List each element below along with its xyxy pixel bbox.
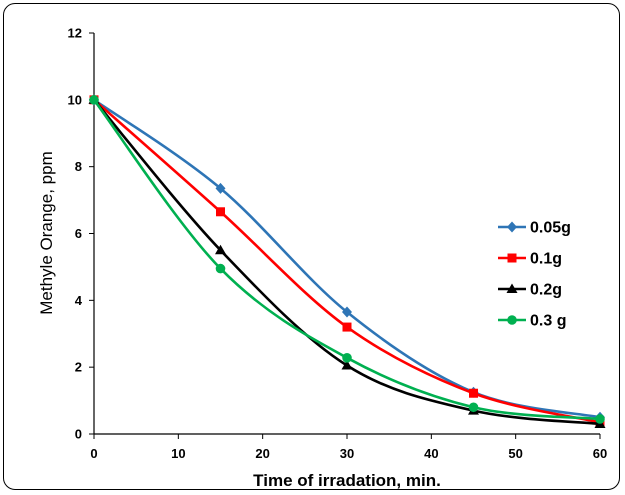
legend-item: 0.2g [498, 282, 562, 299]
y-tick-label: 4 [75, 293, 83, 308]
y-axis-title: Methyle Orange, ppm [37, 151, 56, 314]
legend-label: 0.2g [530, 282, 562, 299]
legend-item: 0.05g [498, 220, 571, 237]
series-4 [89, 95, 605, 424]
series-line [92, 99, 601, 421]
series-layer [88, 94, 606, 428]
chart-frame [3, 3, 620, 490]
legend-item: 0.3 g [498, 313, 566, 330]
axes: 0 2 4 6 8 10 12 0 10 20 30 40 50 60 [68, 26, 608, 462]
data-point [342, 322, 352, 332]
data-point [216, 207, 225, 217]
legend-marker [506, 283, 518, 293]
y-tick-label: 6 [75, 226, 82, 241]
data-point [341, 359, 353, 370]
data-point [468, 402, 479, 413]
legend-marker [507, 253, 517, 263]
x-tick-label: 20 [255, 446, 269, 461]
x-tick-label: 10 [171, 446, 185, 461]
data-point [215, 244, 226, 255]
series-line [93, 98, 601, 424]
y-tick-label: 8 [75, 159, 82, 174]
x-tick-label: 0 [90, 446, 97, 461]
y-tick-label: 10 [68, 92, 82, 107]
legend-label: 0.3 g [530, 313, 566, 330]
x-tick-label: 50 [508, 446, 522, 461]
y-tick-label: 12 [68, 26, 82, 41]
data-point [342, 306, 352, 318]
x-tick-label: 40 [424, 446, 438, 461]
legend-item: 0.1g [498, 251, 562, 268]
series-1 [89, 94, 605, 423]
data-point [89, 95, 99, 105]
legend: 0.05g 0.1g 0.2g 0.3 g [498, 220, 571, 330]
data-point [469, 388, 478, 398]
series-3 [88, 94, 606, 428]
x-tick-label: 60 [593, 446, 607, 461]
data-point [595, 414, 605, 424]
y-tick-label: 2 [75, 360, 82, 375]
legend-label: 0.05g [530, 220, 571, 237]
data-point [215, 263, 226, 274]
legend-label: 0.1g [530, 251, 562, 268]
x-axis-title: Time of irradation, min. [253, 471, 441, 490]
y-tick-label: 0 [75, 427, 82, 442]
legend-marker [507, 315, 517, 325]
legend-marker [507, 221, 517, 233]
series-line [93, 98, 601, 426]
data-point [342, 353, 352, 363]
x-tick-label: 30 [340, 446, 354, 461]
series-2 [89, 95, 605, 427]
data-point [215, 182, 226, 194]
